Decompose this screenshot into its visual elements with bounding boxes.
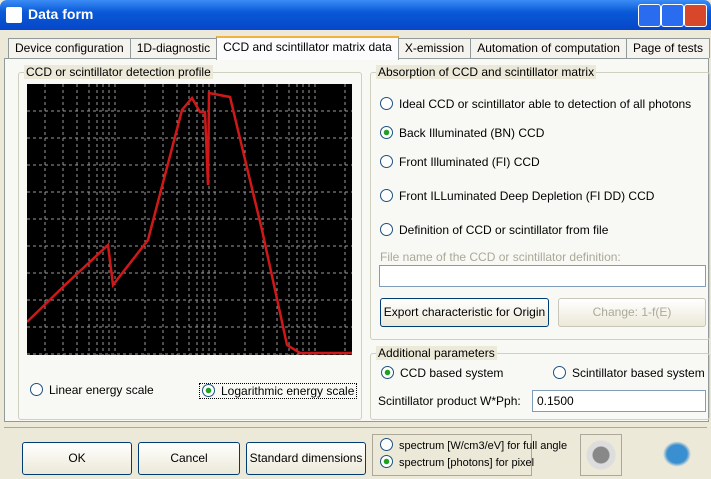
radio-button[interactable]: spectrum [photons] for pixel xyxy=(380,455,534,469)
change-button: Change: 1-f(E) xyxy=(558,298,706,327)
globe-icon[interactable] xyxy=(655,434,699,474)
ok-button[interactable]: OK xyxy=(22,442,132,475)
profile-curve xyxy=(27,91,352,355)
file-label: File name of the CCD or scintillator def… xyxy=(380,250,621,264)
radio-button[interactable]: Linear energy scale xyxy=(30,383,154,397)
export-button[interactable]: Export characteristic for Origin xyxy=(380,298,549,327)
close-button[interactable] xyxy=(684,4,707,27)
group-title: Additional parameters xyxy=(376,346,497,360)
tab[interactable]: Device configuration xyxy=(8,38,131,58)
radio-button[interactable]: Back Illuminated (BN) CCD xyxy=(380,126,544,140)
radio-button[interactable]: spectrum [W/cm3/eV] for full angle xyxy=(380,438,567,452)
file-input[interactable] xyxy=(379,265,706,287)
group-title: Absorption of CCD and scintillator matri… xyxy=(376,65,597,79)
group-title: CCD or scintillator detection profile xyxy=(24,65,213,79)
radio-button[interactable]: Logarithmic energy scale xyxy=(199,383,358,399)
tab[interactable]: CCD and scintillator matrix data xyxy=(216,36,399,60)
app-icon xyxy=(6,7,22,23)
maximize-button[interactable] xyxy=(661,4,684,27)
logo-icon[interactable] xyxy=(580,434,622,476)
separator xyxy=(4,427,707,428)
tab[interactable]: 1D-diagnostic xyxy=(129,38,218,58)
cancel-button[interactable]: Cancel xyxy=(138,442,240,475)
tab[interactable]: X-emission xyxy=(397,38,472,58)
radio-button[interactable]: Definition of CCD or scintillator from f… xyxy=(380,223,608,237)
title-bar xyxy=(0,0,711,30)
radio-button[interactable]: Ideal CCD or scintillator able to detect… xyxy=(380,97,691,111)
radio-button[interactable]: Scintillator based system xyxy=(553,366,705,380)
radio-button[interactable]: CCD based system xyxy=(381,366,503,380)
radio-button[interactable]: Front ILLuminated Deep Depletion (FI DD)… xyxy=(380,189,654,203)
product-label: Scintillator product W*Pph: xyxy=(378,394,521,408)
radio-button[interactable]: Front Illuminated (FI) CCD xyxy=(380,155,540,169)
product-input[interactable]: 0.1500 xyxy=(532,390,706,412)
profile-plot xyxy=(27,84,352,355)
minimize-button[interactable] xyxy=(638,4,661,27)
window-title: Data form xyxy=(28,6,94,22)
standard-dimensions-button[interactable]: Standard dimensions xyxy=(246,442,366,475)
tab[interactable]: Automation of computation xyxy=(470,38,627,58)
tab[interactable]: Page of tests xyxy=(625,38,711,58)
group-box xyxy=(370,353,710,420)
